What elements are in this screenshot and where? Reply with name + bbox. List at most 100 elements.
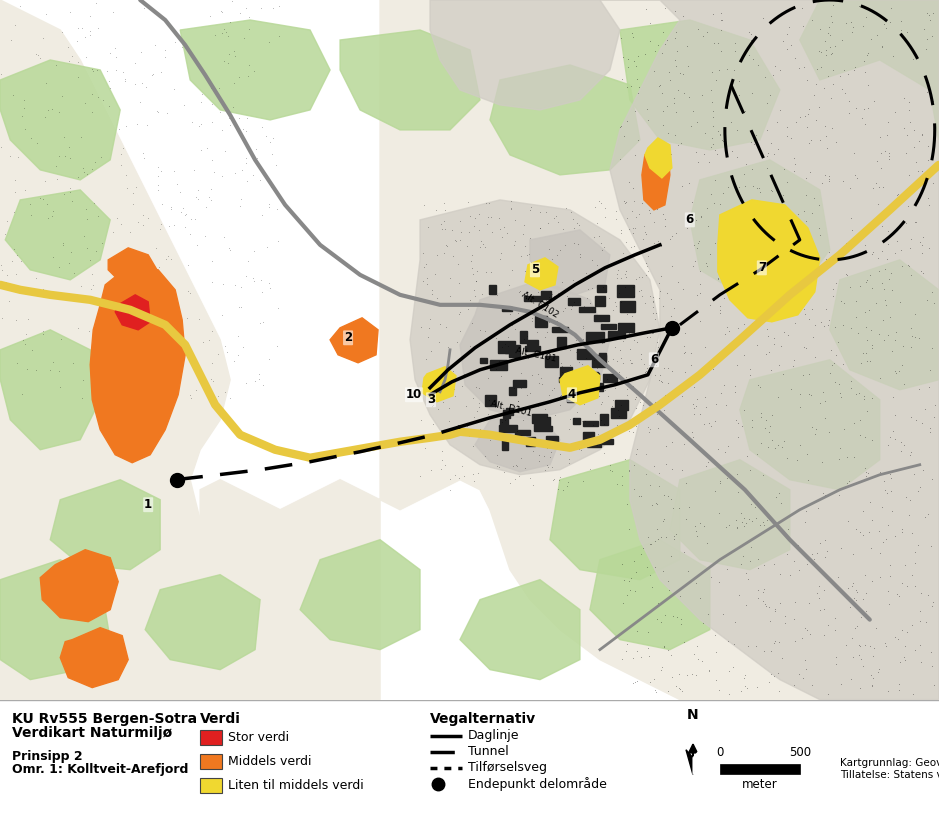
Point (540, 276, 555, 289)
Point (596, 280, 611, 294)
Point (136, 1, 151, 14)
Polygon shape (830, 260, 939, 389)
Point (719, 321, 734, 334)
Point (629, 336, 644, 349)
Point (456, 367, 471, 380)
Point (865, 281, 880, 295)
Point (222, 241, 237, 254)
Point (842, 182, 857, 195)
Point (801, 596, 816, 610)
Point (854, 606, 870, 620)
Point (654, 661, 670, 674)
Point (775, 652, 790, 665)
Point (807, 88, 822, 101)
Point (206, 375, 221, 388)
Point (762, 425, 777, 438)
Point (741, 639, 756, 653)
Point (685, 425, 700, 438)
Point (811, 100, 826, 113)
Point (791, 538, 806, 551)
Point (661, 376, 676, 389)
Point (714, 45, 729, 58)
Point (858, 466, 873, 479)
Point (125, 346, 140, 359)
Point (795, 368, 810, 381)
Point (608, 213, 623, 226)
Point (79, 50, 94, 64)
Point (895, 339, 910, 352)
Point (622, 522, 637, 535)
Point (73, 131, 88, 144)
Point (613, 120, 628, 134)
Point (626, 327, 641, 340)
Point (155, 197, 170, 210)
Point (844, 211, 859, 224)
Point (460, 239, 475, 252)
Point (662, 73, 677, 87)
Point (180, 285, 195, 298)
Point (620, 638, 635, 651)
Point (866, 245, 881, 258)
Point (811, 44, 826, 57)
Point (648, 534, 663, 547)
Point (626, 54, 641, 68)
Point (779, 28, 794, 41)
Text: 1: 1 (144, 498, 152, 512)
Bar (546, 356, 558, 367)
Point (63, 245, 78, 258)
Point (839, 236, 854, 249)
Point (753, 436, 768, 450)
Point (540, 216, 555, 229)
Point (859, 604, 874, 617)
Point (623, 80, 639, 93)
Point (203, 81, 218, 94)
Point (775, 258, 790, 271)
Point (720, 180, 735, 193)
Point (744, 34, 759, 47)
Point (805, 421, 820, 434)
Point (461, 225, 476, 238)
Point (19, 328, 34, 341)
Point (775, 526, 790, 539)
Point (856, 54, 871, 68)
Point (231, 348, 246, 361)
Point (85, 64, 100, 78)
Point (149, 372, 164, 385)
Point (183, 212, 198, 225)
Point (701, 417, 716, 430)
Point (562, 359, 577, 372)
Point (767, 59, 782, 73)
Point (508, 473, 523, 486)
Point (645, 185, 660, 198)
Point (471, 207, 486, 220)
Point (619, 236, 634, 249)
Point (85, 87, 100, 101)
Point (118, 75, 133, 88)
Point (217, 339, 232, 352)
Point (835, 34, 850, 47)
Point (902, 493, 917, 507)
Point (879, 21, 894, 34)
Point (755, 594, 770, 607)
Point (713, 233, 728, 246)
Point (110, 309, 125, 322)
Point (172, 374, 187, 387)
Point (413, 470, 428, 483)
Point (703, 187, 718, 200)
Point (693, 314, 708, 328)
Point (738, 567, 753, 580)
Bar (481, 358, 487, 362)
Point (881, 150, 896, 163)
Point (625, 652, 640, 665)
Point (620, 588, 635, 601)
Point (712, 684, 727, 697)
Point (885, 424, 901, 437)
Point (577, 365, 592, 379)
Point (904, 526, 919, 540)
Point (856, 102, 871, 116)
Point (746, 53, 761, 66)
Point (913, 615, 928, 628)
Point (638, 225, 653, 238)
Point (137, 152, 152, 165)
Point (749, 309, 764, 322)
